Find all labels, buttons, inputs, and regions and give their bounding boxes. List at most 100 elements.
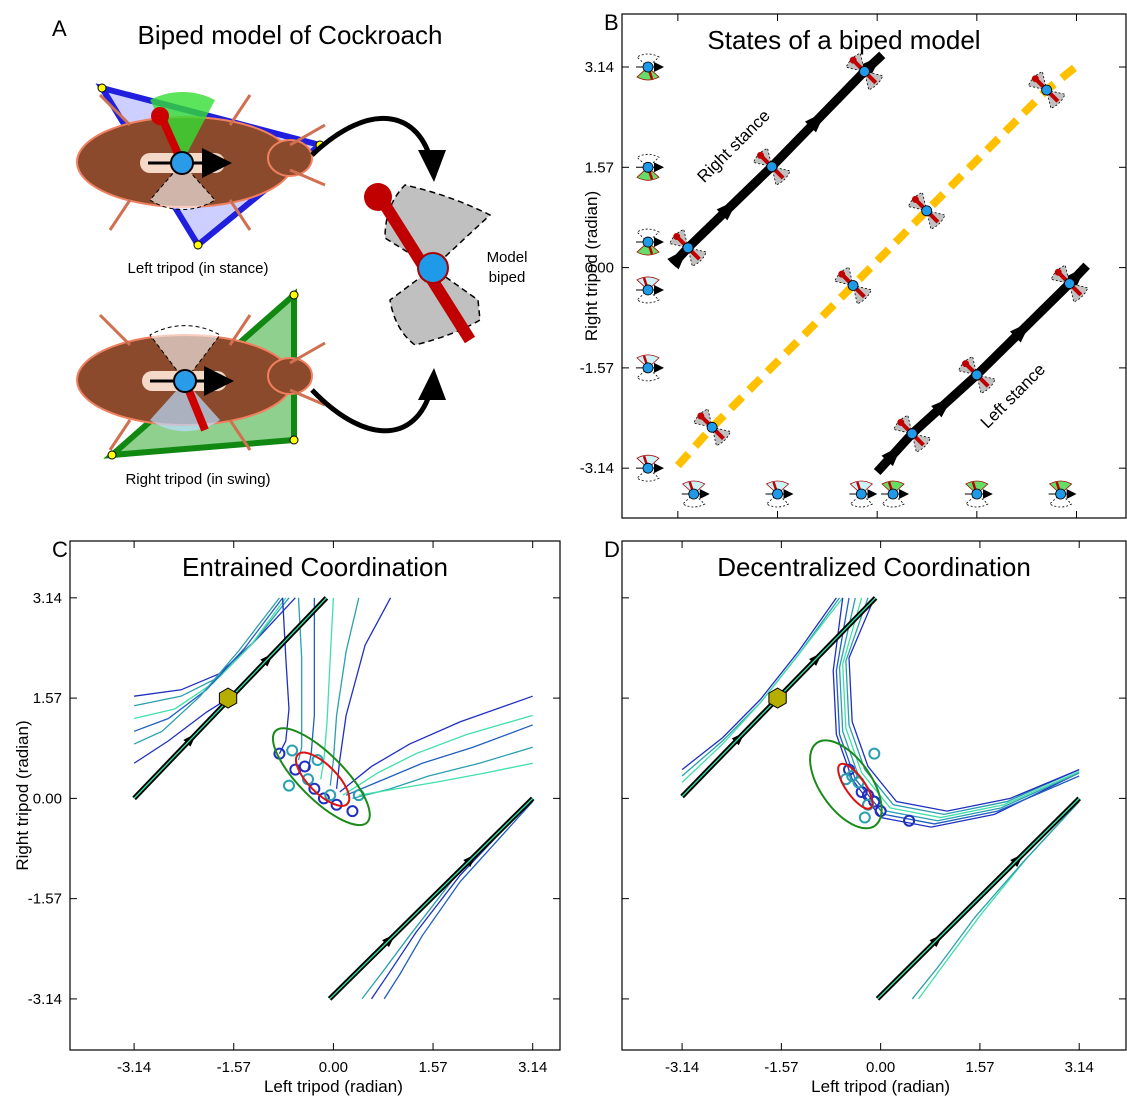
- point: [317, 792, 330, 805]
- point: [324, 789, 337, 802]
- y-tick-label: 1.57: [33, 690, 62, 707]
- icon-wedge: [636, 153, 660, 168]
- icon-wedge: [682, 493, 706, 508]
- trajectory: [133, 597, 280, 745]
- trajectory: [352, 746, 533, 800]
- y-tick-label: 3.14: [585, 59, 614, 76]
- icon-body: [859, 66, 870, 77]
- icon-wedge: [1048, 493, 1073, 508]
- x-axis-label: Left tripod (radian): [811, 1077, 950, 1096]
- x-axis-label: Left tripod (radian): [264, 1077, 403, 1096]
- icon-wedge: [965, 480, 989, 495]
- icon-foot: [849, 56, 857, 64]
- axes-frame: [621, 540, 1127, 1051]
- icon-foot: [897, 418, 905, 426]
- trajectory: [681, 597, 841, 777]
- trajectory: [345, 724, 533, 796]
- icon-wedge: [636, 53, 660, 68]
- icon-body: [642, 236, 654, 248]
- caption: Right tripod (in swing): [125, 471, 270, 488]
- trajectory: [133, 597, 290, 707]
- trajectory: [133, 597, 284, 732]
- icon-foot: [673, 232, 681, 240]
- icon-body: [1041, 84, 1053, 96]
- chart-title: Entrained Coordination: [182, 552, 448, 582]
- arrow-head: [716, 199, 738, 221]
- y-tick-label: 3.14: [33, 590, 62, 607]
- x-tick-label: 1.57: [965, 1059, 994, 1076]
- state-icon: [957, 355, 996, 394]
- icon-body: [642, 462, 654, 474]
- arrow-head: [931, 396, 953, 418]
- x-tick-label: -3.14: [117, 1059, 151, 1076]
- cockroach-top: [76, 83, 327, 250]
- state-icon: [881, 480, 910, 508]
- icon-foot: [911, 195, 919, 203]
- state-icon: [893, 414, 932, 453]
- arrow-head: [667, 247, 688, 270]
- x-tick-label: 3.14: [518, 1059, 547, 1076]
- state-icon: [845, 52, 884, 91]
- ellipse: [809, 739, 883, 830]
- trajectory: [842, 597, 1080, 819]
- point: [298, 760, 311, 773]
- point: [282, 779, 295, 792]
- state-icon: [752, 147, 791, 186]
- fixed-point: [768, 687, 787, 709]
- trajectory: [278, 597, 290, 754]
- point: [330, 798, 343, 811]
- state-icon: [636, 454, 664, 482]
- limit-cycle: [674, 60, 1083, 469]
- state-icon: [669, 228, 707, 267]
- point: [868, 747, 881, 760]
- ellipse: [295, 751, 351, 807]
- state-icon: [834, 266, 872, 305]
- state-icon: [1027, 71, 1066, 109]
- trajectory: [335, 597, 392, 789]
- model-label: Model: [487, 249, 528, 266]
- y-tick-label: -1.57: [28, 891, 62, 908]
- point: [286, 744, 299, 757]
- icon-body: [642, 161, 654, 173]
- state-icon: [765, 480, 794, 508]
- plot-area: [680, 596, 1081, 1001]
- arrow-head: [418, 368, 446, 400]
- ellipse: [837, 762, 874, 810]
- icon-wedge: [636, 354, 660, 369]
- icon-wedge: [636, 454, 660, 469]
- icon-wedge: [636, 367, 660, 382]
- state-icon: [636, 53, 664, 81]
- x-tick-label: -3.14: [665, 1059, 699, 1076]
- arrow: [310, 116, 435, 166]
- y-axis-label: Right tripod (radian): [13, 720, 32, 870]
- icon-body: [682, 242, 694, 254]
- icon-wedge: [881, 480, 905, 495]
- y-tick-label: -3.14: [28, 991, 62, 1008]
- trajectory: [911, 801, 1080, 1000]
- icon-body: [971, 369, 983, 381]
- icon-wedge: [1048, 480, 1073, 495]
- state-icon: [1048, 480, 1077, 508]
- x-tick-label: -1.57: [764, 1059, 798, 1076]
- icon-body: [887, 488, 899, 500]
- point: [846, 770, 859, 783]
- arrow: [310, 384, 435, 434]
- icon-body: [847, 280, 859, 291]
- arrow-head: [860, 55, 882, 77]
- state-icon: [693, 408, 732, 447]
- icon-wedge: [636, 289, 660, 304]
- axes-frame: [69, 540, 561, 1051]
- y-tick-label: 0.00: [33, 790, 62, 807]
- trajectory: [339, 695, 533, 793]
- ellipse: [271, 727, 371, 827]
- cockroach-bottom: [76, 288, 326, 460]
- panel-label: D: [604, 537, 620, 562]
- state-icon: [636, 153, 664, 181]
- icon-foot: [1031, 75, 1039, 83]
- trajectory: [681, 597, 844, 783]
- state-icon: [964, 480, 993, 508]
- chart: -3.14 -1.57 0.00 1.57 3.14 B States of a biped…: [580, 10, 1127, 519]
- state-icon: [636, 354, 664, 382]
- fixed-point: [218, 687, 238, 709]
